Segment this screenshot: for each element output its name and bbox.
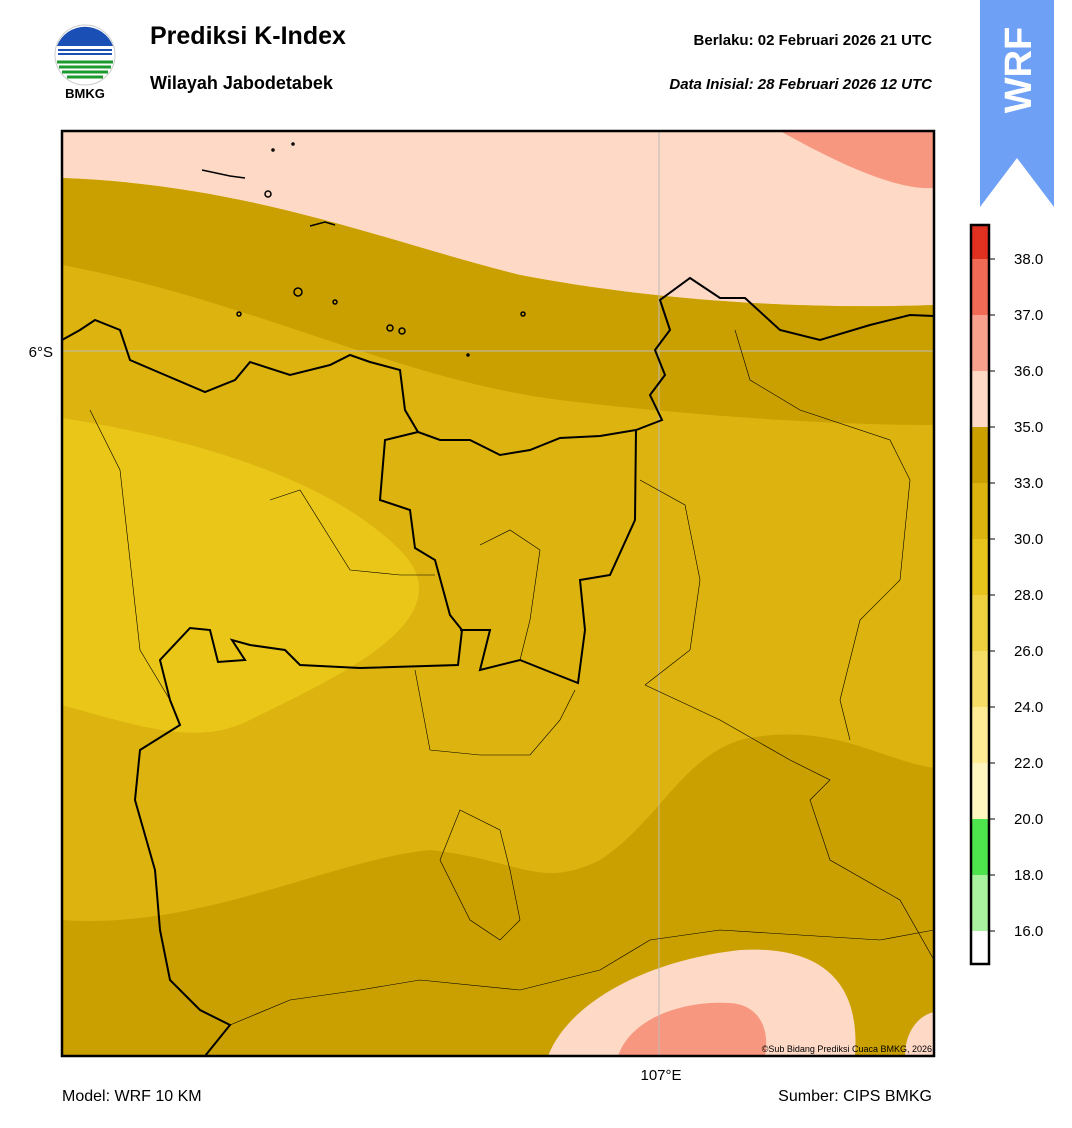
colorbar-segment [971, 763, 989, 819]
colorbar-segment [971, 259, 989, 315]
colorbar-segment [971, 225, 989, 259]
colorbar-label: 36.0 [1014, 363, 1043, 380]
colorbar-label: 33.0 [1014, 475, 1043, 492]
colorbar-segment [971, 315, 989, 371]
district-borders [89, 329, 934, 1026]
colorbar-label: 37.0 [1014, 307, 1043, 324]
logo: BMKG [54, 24, 116, 101]
colorbar-label: 20.0 [1014, 811, 1043, 828]
colorbar-segment [971, 427, 989, 483]
colorbar-label: 16.0 [1014, 923, 1043, 940]
footer-model: Model: WRF 10 KM [62, 1088, 202, 1105]
colorbar-segment [971, 371, 989, 427]
colorbar-label: 38.0 [1014, 251, 1043, 268]
colorbar-segment [971, 875, 989, 931]
province-border [460, 429, 637, 685]
colorbar-segment [971, 651, 989, 707]
colorbar-label: 22.0 [1014, 755, 1043, 772]
valid-time: Berlaku: 02 Februari 2026 21 UTC [694, 32, 933, 49]
coastline [62, 276, 934, 457]
contour-fill [618, 1002, 767, 1056]
footer-source: Sumber: CIPS BMKG [778, 1088, 932, 1105]
lat-label: 6°S [29, 344, 53, 361]
contour-fill [62, 178, 934, 425]
colorbar-label: 26.0 [1014, 643, 1043, 660]
contour-fill [62, 131, 934, 307]
colorbar-segment [971, 595, 989, 651]
colorbar-label: 18.0 [1014, 867, 1043, 884]
islands [201, 142, 526, 357]
contour-fill [548, 949, 856, 1056]
colorbar-label: 24.0 [1014, 699, 1043, 716]
init-time: Data Inisial: 28 Februari 2026 12 UTC [669, 76, 933, 93]
colorbar-segment [971, 819, 989, 875]
colorbar-label: 35.0 [1014, 419, 1043, 436]
contour-fill [780, 131, 934, 189]
map-frame [60, 129, 936, 1058]
subtitle: Wilayah Jabodetabek [150, 73, 334, 93]
colorbar-label: 28.0 [1014, 587, 1043, 604]
colorbar-label: 30.0 [1014, 531, 1043, 548]
colorbar: 16.0 18.0 20.0 22.0 24.0 26.0 28.0 30.0 33.0 35.0… [969, 223, 1043, 966]
badge-text: WRF [998, 27, 1040, 114]
contour-fill [905, 1012, 934, 1056]
province-border [133, 431, 464, 1056]
map: ©Sub Bidang Prediksi Cuaca BMKG, 2026 [62, 131, 934, 1056]
colorbar-segment [971, 931, 989, 964]
contour-fill [62, 418, 420, 733]
credit: ©Sub Bidang Prediksi Cuaca BMKG, 2026 [762, 1044, 932, 1054]
title: Prediksi K-Index [150, 22, 346, 50]
colorbar-segment [971, 539, 989, 595]
logo-text: BMKG [65, 86, 105, 101]
badge [980, 0, 1054, 207]
colorbar-segment [971, 483, 989, 539]
lon-label: 107°E [640, 1067, 681, 1084]
colorbar-segment [971, 707, 989, 763]
